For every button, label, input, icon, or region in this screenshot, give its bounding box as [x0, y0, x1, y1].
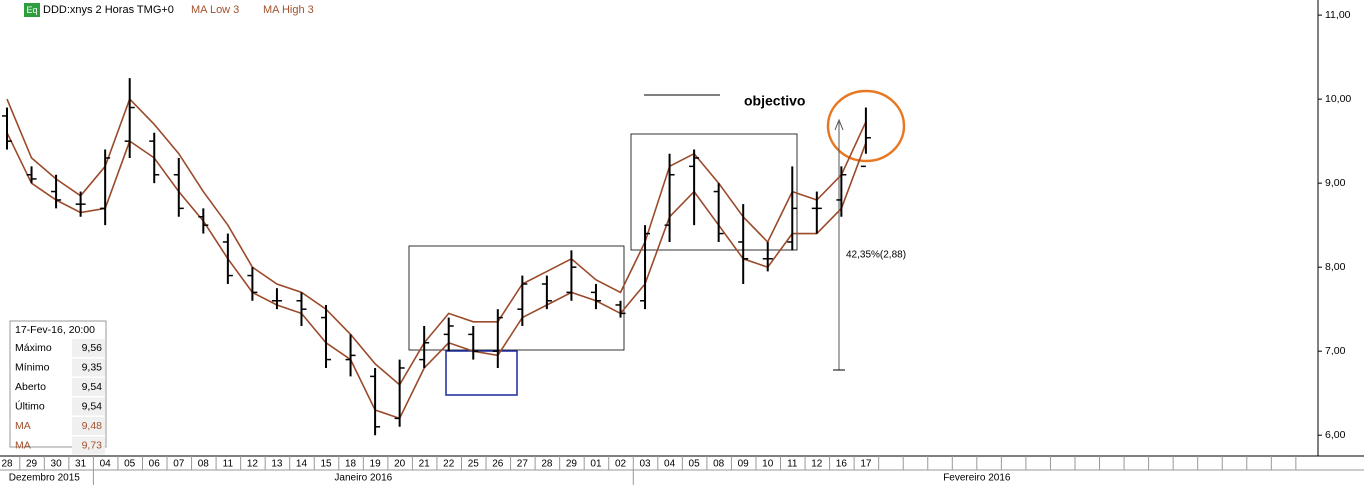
- panel-row-value-bg: [72, 378, 105, 396]
- month-label: Dezembro 2015: [9, 473, 81, 484]
- panel-row-value-bg: [72, 436, 105, 455]
- badge-text: Eq: [26, 5, 37, 15]
- x-tick-label: 18: [345, 459, 357, 470]
- ma-high-label[interactable]: MA High 3: [263, 4, 314, 16]
- x-tick-label: 05: [689, 459, 701, 470]
- x-tick-label: 02: [615, 459, 627, 470]
- x-tick-label: 28: [541, 459, 553, 470]
- panel-title: 17-Fev-16, 20:00: [15, 324, 95, 336]
- x-tick-label: 04: [664, 459, 676, 470]
- month-label: Fevereiro 2016: [943, 473, 1011, 484]
- target-text: objectivo: [744, 93, 805, 109]
- x-tick-label: 25: [468, 459, 480, 470]
- y-tick-label: 10,00: [1325, 93, 1351, 105]
- panel-row-value: 9,54: [82, 381, 103, 393]
- panel-row-label: Aberto: [15, 381, 46, 393]
- symbol[interactable]: DDD:xnys 2 Horas TMG+0: [43, 4, 174, 16]
- x-tick-label: 13: [271, 459, 283, 470]
- x-tick-label: 12: [811, 459, 823, 470]
- x-tick-label: 12: [247, 459, 259, 470]
- x-tick-label: 30: [51, 459, 63, 470]
- x-tick-label: 14: [296, 459, 308, 470]
- ma-line: [6, 97, 867, 387]
- x-tick-label: 08: [713, 459, 725, 470]
- x-tick-label: 01: [590, 459, 602, 470]
- x-tick-label: 11: [787, 459, 798, 470]
- target-circle: [826, 89, 906, 163]
- panel-row-value-bg: [72, 339, 105, 357]
- panel-row-value: 9,48: [82, 420, 103, 432]
- y-tick-label: 8,00: [1325, 261, 1346, 273]
- x-tick-label: 29: [566, 459, 578, 470]
- panel-row-value: 9,56: [82, 342, 103, 354]
- x-tick-label: 07: [173, 459, 185, 470]
- month-label: Janeiro 2016: [334, 473, 392, 484]
- gain-text: 42,35%(2,88): [846, 250, 906, 261]
- panel-row-label: Mínimo: [15, 361, 50, 373]
- panel-row-value: 9,35: [82, 361, 103, 373]
- panel-row-value: 9,73: [82, 439, 103, 451]
- x-tick-label: 10: [762, 459, 774, 470]
- badge: [24, 3, 40, 17]
- arrow-head: [834, 118, 844, 131]
- ma-line: [6, 132, 867, 420]
- y-tick-label: 6,00: [1325, 429, 1346, 441]
- info-panel: 17-Fev-16, 20:00 Máximo 9,56 Mínimo 9,35 Abe…: [9, 320, 107, 455]
- x-tick-label: 19: [370, 459, 382, 470]
- x-tick-label: 08: [198, 459, 210, 470]
- ma-low-label[interactable]: MA Low 3: [191, 4, 239, 16]
- x-tick-label: 20: [394, 459, 406, 470]
- x-tick-label: 09: [738, 459, 750, 470]
- range-box: [408, 245, 625, 351]
- x-tick-label: 29: [26, 459, 38, 470]
- x-tick-label: 22: [443, 459, 455, 470]
- panel-row-value-bg: [72, 397, 105, 416]
- x-tick-label: 27: [517, 459, 529, 470]
- x-tick-label: 17: [860, 459, 872, 470]
- y-tick-label: 7,00: [1325, 345, 1346, 357]
- panel-row-value: 9,54: [82, 400, 103, 412]
- panel-row-value-bg: [72, 417, 105, 435]
- x-tick-label: 28: [1, 459, 13, 470]
- x-tick-label: 03: [639, 459, 651, 470]
- highlight-box: [445, 350, 518, 396]
- panel-row-label: Último: [15, 399, 45, 412]
- x-tick-label: 04: [100, 459, 112, 470]
- x-tick-label: 15: [320, 459, 332, 470]
- panel-row-label: MA: [15, 420, 31, 432]
- x-tick-label: 21: [419, 459, 431, 470]
- panel-row-label: Máximo: [15, 342, 52, 354]
- y-tick-label: 9,00: [1325, 177, 1346, 189]
- range-box: [630, 133, 798, 251]
- x-tick-label: 06: [149, 459, 161, 470]
- panel-row-value-bg: [72, 358, 105, 377]
- y-tick-label: 11,00: [1325, 9, 1351, 21]
- x-tick-label: 16: [836, 459, 848, 470]
- x-tick-label: 26: [492, 459, 504, 470]
- x-tick-label: 11: [223, 459, 234, 470]
- x-tick-label: 05: [124, 459, 136, 470]
- x-tick-label: 31: [75, 459, 87, 470]
- panel-row-label: MA: [15, 439, 31, 451]
